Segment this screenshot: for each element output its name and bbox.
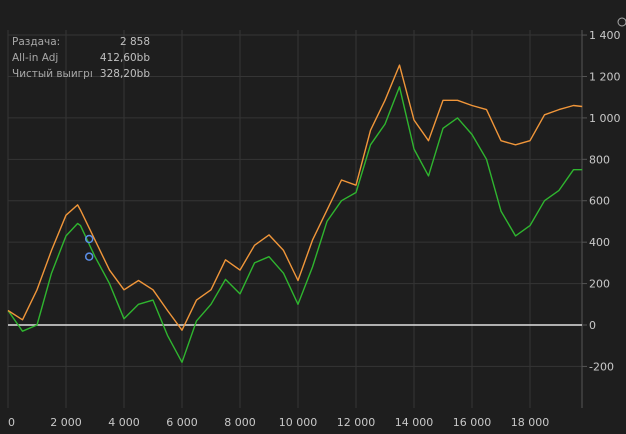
stat-row-hands: Раздача: 2 858 [12,34,150,50]
y-tick-label: -200 [589,360,614,373]
stats-panel: Раздача: 2 858 All-in Adj 412,60bb Чистый … [12,34,150,82]
y-tick-label: 1 000 [589,112,621,125]
y-tick-label: 800 [589,153,610,166]
zoom-icon [617,17,626,27]
x-tick-label: 12 000 [337,416,376,429]
series-line [7,86,583,363]
x-tick-label: 10 000 [279,416,318,429]
y-tick-label: 1 200 [589,70,621,83]
x-tick-label: 14 000 [395,416,434,429]
stat-value: 2 858 [119,36,150,48]
y-tick-label: 600 [589,195,610,208]
x-tick-label: 4 000 [108,416,140,429]
y-tick-label: 0 [589,319,596,332]
stat-label: Чистый выигрı [12,68,93,80]
stat-value: 328,20bb [99,68,150,80]
hover-marker [84,252,94,261]
stat-label: Раздача: [12,36,61,48]
y-tick-label: 1 400 [589,29,621,42]
y-tick-label: 200 [589,278,610,291]
x-tick-label: 0 [8,416,15,429]
stat-row-allin: All-in Adj 412,60bb [12,50,150,66]
stat-label: All-in Adj [12,52,59,64]
x-tick-label: 18 000 [511,416,550,429]
x-tick-label: 2 000 [50,416,82,429]
x-tick-label: 6 000 [166,416,198,429]
hover-marker [84,234,94,244]
x-tick-label: 16 000 [453,416,492,429]
series-line [7,64,583,331]
x-tick-label: 8 000 [224,416,256,429]
stat-value: 412,60bb [99,52,150,64]
stat-row-net: Чистый выигрı 328,20bb [12,66,150,82]
y-tick-label: 400 [589,236,610,249]
